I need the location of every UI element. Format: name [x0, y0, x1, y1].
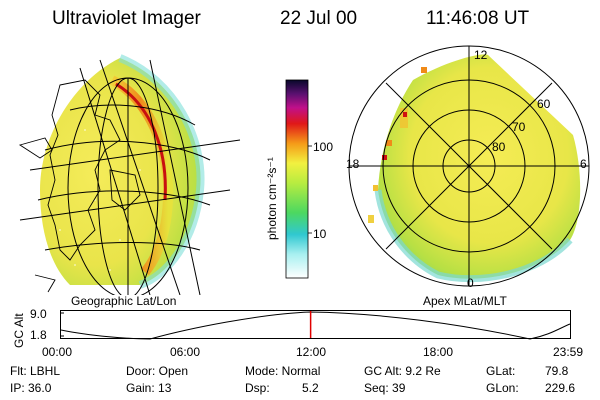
mlat-label-60: 60 — [537, 97, 551, 111]
altitude-frame — [60, 310, 571, 339]
gain-readout: Gain: 13 — [126, 381, 172, 395]
altitude-ytick-top: 9.0 — [30, 307, 47, 321]
geographic-image — [18, 54, 241, 295]
ip-readout: IP: 36.0 — [10, 381, 52, 395]
mlat-label-70: 70 — [512, 120, 526, 134]
altitude-curve — [60, 311, 571, 340]
geographic-axis-label: Geographic Lat/Lon — [71, 294, 177, 308]
time-tick-1200: 12:00 — [296, 345, 327, 359]
colorbar-tick-100: 100 — [313, 140, 334, 154]
mlt-label-12: 12 — [474, 48, 488, 62]
door-readout: Door: Open — [126, 364, 189, 378]
colorbar-unit-label: photon cm⁻²s⁻¹ — [265, 157, 279, 240]
seq-readout: Seq: 39 — [364, 381, 406, 395]
mlt-label-0: 0 — [467, 276, 474, 290]
dsp-label: Dsp: — [245, 381, 270, 395]
time-tick-2359: 23:59 — [553, 345, 584, 359]
mlat-label-80: 80 — [492, 140, 506, 154]
color-scale — [285, 79, 312, 279]
glon-value: 229.6 — [545, 381, 576, 395]
mode-readout: Mode: Normal — [245, 364, 321, 378]
time-tick-0600: 06:00 — [170, 345, 201, 359]
colorbar-tick-10: 10 — [313, 227, 327, 241]
mlt-label-6: 6 — [580, 157, 587, 171]
color-bar — [285, 79, 309, 279]
mlt-label-18: 18 — [346, 157, 360, 171]
time-tick-0000: 00:00 — [42, 345, 73, 359]
date-label: 22 Jul 00 — [280, 8, 358, 29]
gc-alt-readout: GC Alt: 9.2 Re — [364, 364, 441, 378]
glat-value: 79.8 — [545, 364, 569, 378]
time-tick-1800: 18:00 — [423, 345, 454, 359]
altitude-ylabel: GC Alt — [12, 313, 26, 348]
filter-readout: Flt: LBHL — [10, 364, 61, 378]
glat-label: GLat: — [486, 364, 516, 378]
altitude-plot — [60, 310, 571, 340]
altitude-ytick-bottom: 1.8 — [30, 328, 47, 342]
polar-image — [348, 45, 590, 287]
apex-axis-label: Apex MLat/MLT — [423, 294, 507, 308]
time-label: 11:46:08 UT — [426, 8, 530, 29]
dsp-value: 5.2 — [302, 381, 319, 395]
glon-label: GLon: — [486, 381, 519, 395]
polar-data-region — [378, 54, 581, 279]
instrument-title: Ultraviolet Imager — [52, 8, 201, 29]
